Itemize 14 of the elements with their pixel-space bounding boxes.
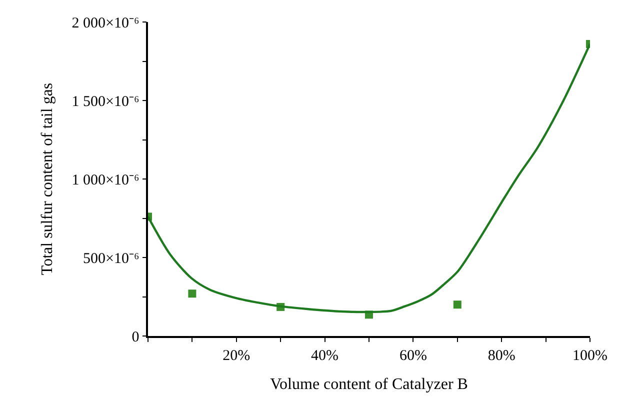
y-tick-label: 1 000×10⁻⁶ <box>72 172 140 188</box>
y-axis-title: Total sulfur content of tail gas <box>39 82 56 276</box>
y-tick-label: 0 <box>132 329 140 346</box>
point <box>188 290 196 298</box>
x-axis-title: Volume content of Catalyzer B <box>270 376 468 393</box>
point <box>453 300 462 309</box>
x-tick-label: 40% <box>311 348 339 364</box>
y-tick-label: 1 500×10⁻⁶ <box>72 94 140 110</box>
x-tick-label: 80% <box>488 348 516 364</box>
x-tick-label: 100% <box>572 348 608 364</box>
y-tick-label: 2 000×10⁻⁶ <box>72 15 140 32</box>
y-tick-label: 500×10⁻⁶ <box>83 250 140 267</box>
x-tick-label: 60% <box>399 348 427 364</box>
x-tick-label: 20% <box>222 348 250 364</box>
